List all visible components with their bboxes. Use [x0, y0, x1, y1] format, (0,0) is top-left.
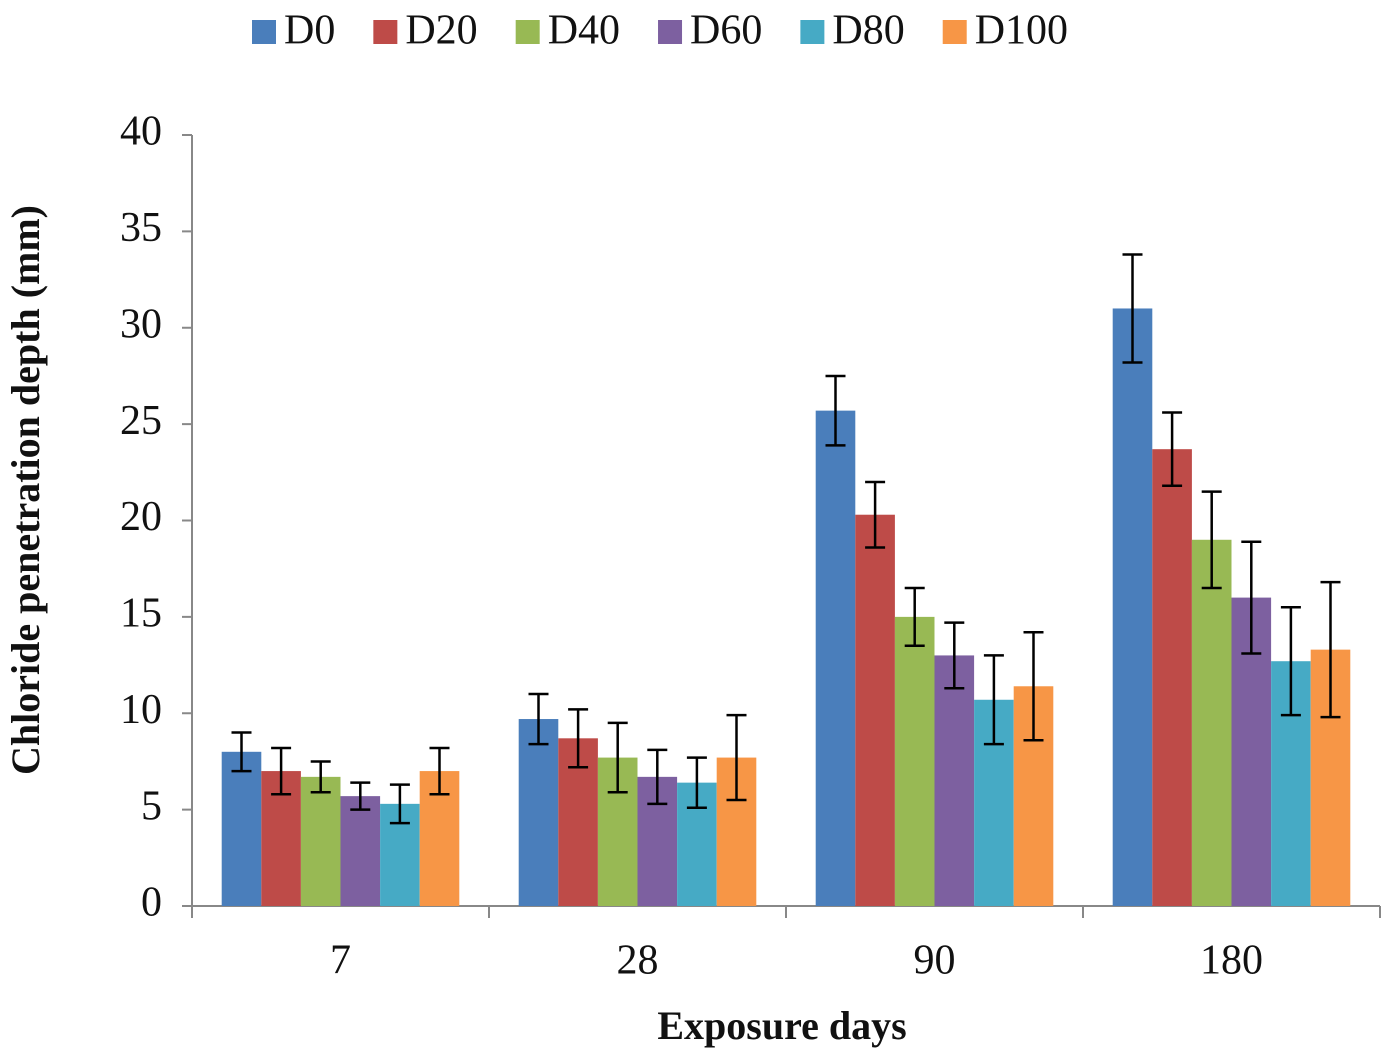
bar	[221, 751, 262, 906]
legend-label: D60	[690, 8, 762, 54]
x-tick-label: 90	[914, 938, 956, 984]
error-bar	[983, 654, 1004, 746]
error-bar	[647, 748, 668, 806]
y-tick-label: 30	[120, 301, 162, 347]
error-bar	[231, 731, 252, 773]
error-bar	[429, 746, 450, 796]
error-bar	[1023, 631, 1044, 742]
error-bar	[904, 586, 925, 648]
error-bar	[389, 783, 410, 825]
bar	[855, 514, 895, 906]
y-tick-label: 0	[141, 880, 162, 926]
error-bar	[1201, 490, 1222, 590]
x-tick-label: 28	[617, 938, 659, 984]
bar	[300, 776, 341, 906]
y-tick-label: 15	[120, 591, 162, 637]
error-bar	[271, 746, 292, 796]
y-tick-label: 25	[120, 398, 162, 444]
error-bar	[607, 721, 628, 794]
legend-label: D0	[284, 8, 335, 54]
y-tick-label: 35	[120, 205, 162, 251]
bar	[1191, 539, 1232, 906]
y-tick-label: 40	[120, 109, 162, 155]
y-axis-title: Chloride penetration depth (mm)	[3, 205, 48, 775]
legend-label: D40	[548, 8, 620, 54]
legend-swatch	[252, 20, 276, 44]
error-bar	[1122, 253, 1143, 364]
y-tick-label: 20	[120, 494, 162, 540]
legend-swatch	[515, 20, 540, 44]
legend-label: D100	[975, 8, 1068, 54]
error-bar	[944, 621, 965, 690]
y-tick-label: 5	[141, 783, 162, 829]
legend-label: D80	[832, 8, 904, 54]
x-tick-label: 180	[1200, 938, 1263, 984]
error-bar	[1320, 580, 1341, 719]
error-bar	[568, 708, 589, 769]
legend-label: D20	[405, 8, 477, 54]
bar	[934, 655, 975, 906]
x-axis-title: Exposure days	[657, 1003, 906, 1048]
error-bar	[825, 374, 846, 447]
bar	[815, 410, 856, 906]
error-bar	[350, 781, 371, 811]
bar	[340, 796, 381, 906]
error-bar	[528, 692, 549, 746]
error-bar	[865, 480, 886, 549]
y-tick-label: 10	[120, 687, 162, 733]
error-bar	[1280, 605, 1301, 717]
x-tick-label: 7	[330, 938, 351, 984]
bar	[1112, 308, 1153, 907]
error-bar	[1241, 540, 1262, 655]
bar	[894, 616, 935, 906]
legend-swatch	[658, 20, 683, 44]
legend-swatch	[373, 20, 398, 44]
error-bar	[1162, 411, 1183, 488]
bar	[1152, 449, 1192, 906]
error-bar	[726, 713, 747, 802]
error-bar	[686, 756, 707, 809]
legend-swatch	[800, 20, 825, 44]
legend-swatch	[942, 20, 967, 44]
error-bar	[310, 760, 331, 794]
bar	[518, 719, 559, 906]
